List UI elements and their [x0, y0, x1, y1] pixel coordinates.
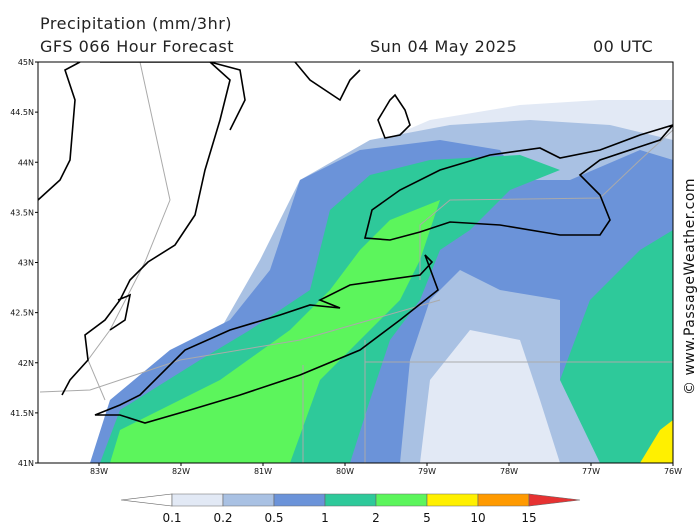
colorbar-segment — [222, 493, 275, 507]
colorbar-segment — [120, 493, 173, 507]
colorbar-label: 0.2 — [213, 511, 232, 525]
lat-label: 42N — [18, 359, 34, 368]
colorbar-label: 5 — [423, 511, 431, 525]
lake-huron — [38, 62, 411, 396]
precip-2 — [110, 200, 440, 463]
lat-label: 43N — [18, 259, 34, 268]
colorbar-label: 2 — [372, 511, 380, 525]
lon-label: 83W — [90, 467, 108, 476]
lat-label: 45N — [18, 58, 34, 67]
forecast-date: Sun 04 May 2025 — [370, 37, 517, 56]
colorbar-label: 0.5 — [264, 511, 283, 525]
lat-label: 41N — [18, 459, 34, 468]
border — [39, 62, 673, 463]
lon-label: 78W — [500, 467, 518, 476]
colorbar-label: 0.1 — [162, 511, 181, 525]
colorbar-segment — [375, 493, 428, 507]
map-title: Precipitation (mm/3hr) — [40, 14, 232, 33]
colorbar-segment — [273, 493, 326, 507]
colorbar-segment — [426, 493, 479, 507]
lon-label: 77W — [582, 467, 600, 476]
lon-label: 80W — [336, 467, 354, 476]
lon-label: 81W — [254, 467, 272, 476]
forecast-time: 00 UTC — [593, 37, 653, 56]
model-run: GFS 066 Hour Forecast — [40, 37, 234, 56]
lat-label: 44N — [18, 158, 34, 167]
colorbar-label: 10 — [470, 511, 485, 525]
colorbar-segment — [171, 493, 224, 507]
lat-label: 41.5N — [10, 409, 34, 418]
colorbar-segment — [477, 493, 530, 507]
precip-5 — [640, 420, 673, 463]
watermark: © www.PassageWeather.com — [682, 178, 698, 395]
colorbar-label: 1 — [321, 511, 329, 525]
lat-label: 42.5N — [10, 309, 34, 318]
colorbar-segment — [528, 493, 581, 507]
lake-ontario — [363, 124, 673, 241]
map-area — [38, 62, 673, 463]
lake-erie — [94, 254, 439, 424]
lat-label: 44.5N — [10, 108, 34, 117]
colorbar-segment — [324, 493, 377, 507]
colorbar-label: 15 — [521, 511, 536, 525]
lat-label: 43.5N — [10, 208, 34, 217]
lon-label: 76W — [664, 467, 682, 476]
lon-label: 82W — [172, 467, 190, 476]
lon-label: 79W — [418, 467, 436, 476]
